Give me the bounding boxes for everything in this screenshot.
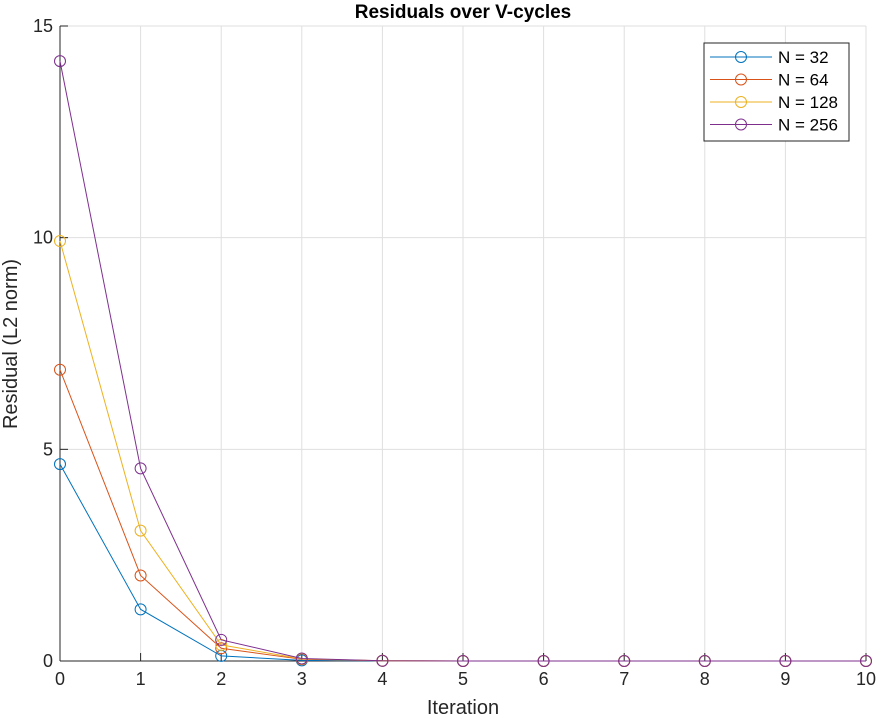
data-point: [215, 642, 228, 655]
x-tick-label: 1: [136, 669, 146, 689]
legend-item: N = 256: [710, 116, 838, 135]
legend: N = 32 N = 64 N = 128 N = 256: [703, 42, 850, 142]
legend-item: N = 128: [710, 93, 838, 112]
legend-marker: [735, 73, 747, 86]
data-point: [295, 652, 308, 665]
legend-item: N = 64: [710, 71, 829, 90]
y-tick-label: 15: [33, 16, 53, 36]
legend-marker: [735, 96, 747, 108]
x-tick-label: 9: [780, 669, 790, 689]
data-point: [134, 524, 147, 537]
data-point: [537, 654, 550, 667]
x-tick-label: 5: [458, 669, 468, 689]
data-point: [54, 363, 66, 376]
legend-item: N = 32: [710, 48, 829, 67]
x-tick-label: 8: [700, 669, 710, 689]
legend-label: N = 64: [778, 71, 829, 90]
y-tick-label: 5: [43, 439, 53, 459]
data-point: [54, 458, 66, 471]
x-tick-label: 10: [856, 669, 876, 689]
data-point: [376, 654, 389, 667]
x-tick-label: 0: [55, 669, 65, 689]
x-tick-label: 4: [377, 669, 387, 689]
series-group: [54, 55, 872, 667]
y-tick-label: 0: [43, 651, 53, 671]
y-axis-label: Residual (L2 norm): [0, 259, 22, 429]
data-point: [779, 655, 792, 667]
legend-marker: [735, 51, 747, 63]
data-point: [618, 655, 631, 667]
data-point: [134, 603, 147, 616]
data-point: [215, 633, 228, 646]
x-tick-label: 2: [216, 669, 226, 689]
data-point: [54, 55, 66, 68]
x-axis-label: Iteration: [427, 697, 499, 717]
data-point: [134, 462, 147, 475]
series-3: [54, 55, 872, 667]
data-point: [54, 235, 66, 248]
data-point: [457, 654, 469, 667]
x-tick-label: 6: [539, 669, 549, 689]
x-tick-label: 7: [619, 669, 629, 689]
x-tick-labels: 0 1 2 3 4 5 6 7 8 9 10: [55, 669, 876, 689]
legend-label: N = 256: [778, 116, 838, 135]
x-tick-label: 3: [297, 669, 307, 689]
data-point: [860, 655, 872, 667]
series-line: [59, 61, 866, 662]
y-tick-label: 10: [33, 228, 53, 248]
chart-title: Residuals over V-cycles: [355, 2, 572, 23]
y-tick-labels: 0 5 10 15: [33, 16, 53, 671]
legend-label: N = 128: [778, 93, 838, 112]
legend-marker: [735, 118, 747, 131]
data-point: [698, 655, 711, 667]
legend-label: N = 32: [778, 48, 829, 67]
data-point: [134, 569, 147, 582]
